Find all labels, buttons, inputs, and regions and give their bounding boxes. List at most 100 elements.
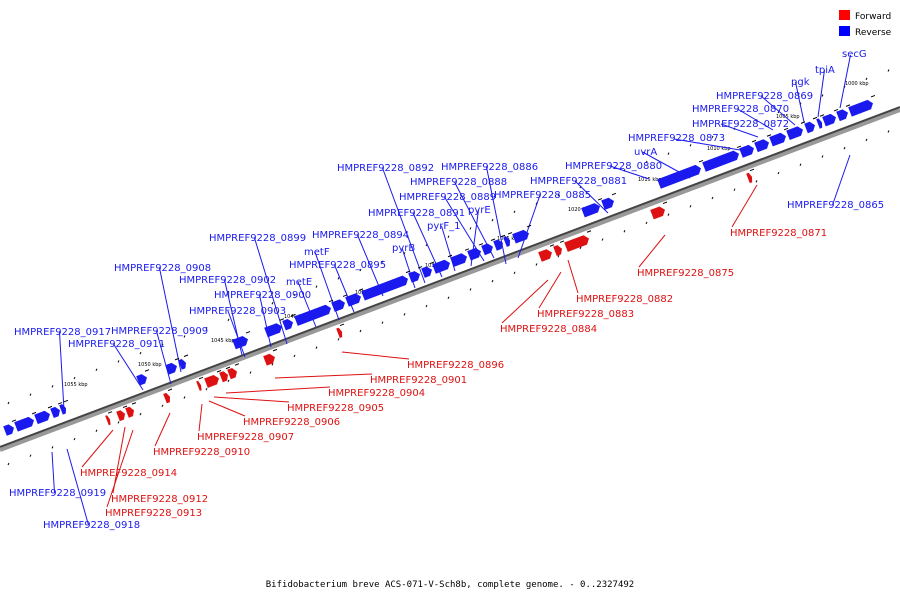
reverse-gene-label: HMPREF9228_0891 (368, 208, 465, 219)
reverse-gene-label: HMPREF9228_0900 (214, 290, 311, 301)
gene-top-edge (478, 243, 484, 246)
tick-mark (95, 429, 98, 432)
forward-gene-label: HMPREF9228_0910 (153, 447, 250, 458)
reverse-gene-label: secG (842, 49, 867, 60)
reverse-gene (816, 118, 823, 129)
tick-mark (711, 135, 714, 139)
forward-gene-leader (538, 271, 562, 309)
tick-mark (139, 412, 142, 416)
forward-gene (227, 368, 237, 380)
reverse-gene (822, 113, 836, 127)
gene-top-edge (429, 261, 435, 265)
reverse-gene-label: HMPREF9228_0919 (9, 488, 106, 499)
gene-labels: secG tpiA pgk HMPREF9228_0869 HMPREF9228_087… (9, 49, 884, 531)
gene-top-edge (447, 254, 453, 258)
tick-mark (249, 371, 252, 374)
reverse-gene-leader (795, 81, 805, 123)
reverse-gene (408, 271, 420, 283)
forward-gene-leader (154, 412, 171, 447)
tick-mark (29, 454, 32, 457)
gene-top-edge (272, 348, 278, 352)
gene-top-edge (766, 134, 772, 137)
reverse-gene (481, 243, 493, 256)
kbp-label: 1045 kbp (211, 338, 235, 344)
reverse-gene-label: pyrE (468, 205, 491, 216)
reverse-gene-label: HMPREF9228_0881 (530, 176, 627, 187)
reverse-gene-leader (66, 448, 89, 526)
tick-mark (359, 268, 362, 272)
tick-mark (7, 401, 10, 405)
gene-top-edge (611, 192, 617, 196)
forward-gene-leader (638, 234, 666, 268)
tick-mark (689, 205, 692, 208)
reverse-gene-label: HMPREF9228_0899 (209, 233, 306, 244)
label-leaders (51, 54, 851, 526)
forward-gene-leader (81, 429, 114, 468)
reverse-gene-label: HMPREF9228_0880 (565, 161, 662, 172)
gene-top-edge (107, 411, 113, 414)
reverse-gene-label: HMPREF9228_0888 (410, 177, 507, 188)
tick-mark (755, 180, 758, 183)
reverse-gene (282, 319, 293, 331)
genome-caption: Bifidobacterium breve ACS-071-V-Sch8b, c… (266, 580, 634, 590)
tick-mark (469, 288, 472, 291)
reverse-gene-label: tpiA (815, 65, 835, 76)
gene-top-edge (597, 198, 603, 201)
reverse-gene (432, 259, 450, 274)
reverse-gene (361, 275, 408, 301)
kbp-label: 1020 kbp (568, 207, 592, 213)
forward-gene (196, 380, 202, 391)
reverse-gene-label: HMPREF9228_0885 (494, 190, 591, 201)
forward-gene-leader (501, 279, 549, 324)
reverse-gene-label: pyrB (392, 243, 415, 254)
tick-mark (183, 335, 186, 338)
forward-gene (553, 245, 562, 256)
reverse-gene (804, 121, 815, 134)
reverse-gene (232, 336, 248, 350)
reverse-gene-label: HMPREF9228_0917 (14, 327, 111, 338)
tick-mark (491, 279, 494, 283)
gene-top-edge (698, 159, 704, 163)
gene-top-edge (198, 376, 204, 380)
reverse-gene (467, 248, 481, 261)
reverse-gene-label: metF (304, 247, 330, 258)
reverse-gene (836, 109, 848, 122)
tick-mark (865, 138, 868, 142)
reverse-gene (34, 410, 50, 425)
gene-top-edge (174, 357, 180, 361)
reverse-gene-leader (817, 69, 825, 118)
forward-gene (336, 327, 343, 338)
forward-gene-label: HMPREF9228_0882 (576, 294, 673, 305)
forward-gene (204, 375, 219, 388)
gene-top-edge (464, 248, 470, 251)
genome-backbone-shadow (0, 108, 900, 452)
forward-gene (105, 415, 111, 426)
forward-gene-leader (567, 259, 579, 294)
forward-gene-label: HMPREF9228_0906 (243, 417, 340, 428)
tick-mark (51, 385, 54, 388)
tick-mark (205, 387, 208, 391)
reverse-gene-label: pgk (791, 77, 810, 88)
gene-top-edge (31, 411, 37, 415)
forward-gene-leader (208, 400, 246, 417)
kbp-label: 1000 kbp (845, 81, 869, 87)
gene-top-edge (405, 270, 411, 274)
reverse-gene (421, 266, 432, 278)
reverse-gene-label: metE (286, 277, 312, 288)
gene-top-edge (490, 238, 496, 241)
tick-mark (161, 343, 164, 347)
gene-top-edge (167, 388, 173, 392)
legend-reverse-swatch (839, 26, 850, 36)
reverse-gene-leader (486, 166, 507, 265)
reverse-gene (848, 99, 873, 117)
reverse-gene-label: HMPREF9228_0911 (68, 339, 165, 350)
forward-gene (125, 406, 134, 418)
forward-gene-label: HMPREF9228_0875 (637, 268, 734, 279)
forward-gene-leader (274, 373, 373, 379)
reverse-gene-label: HMPREF9228_0870 (692, 104, 789, 115)
reverse-gene (754, 139, 769, 153)
gene-top-edge (225, 366, 231, 370)
reverse-gene (581, 203, 600, 218)
